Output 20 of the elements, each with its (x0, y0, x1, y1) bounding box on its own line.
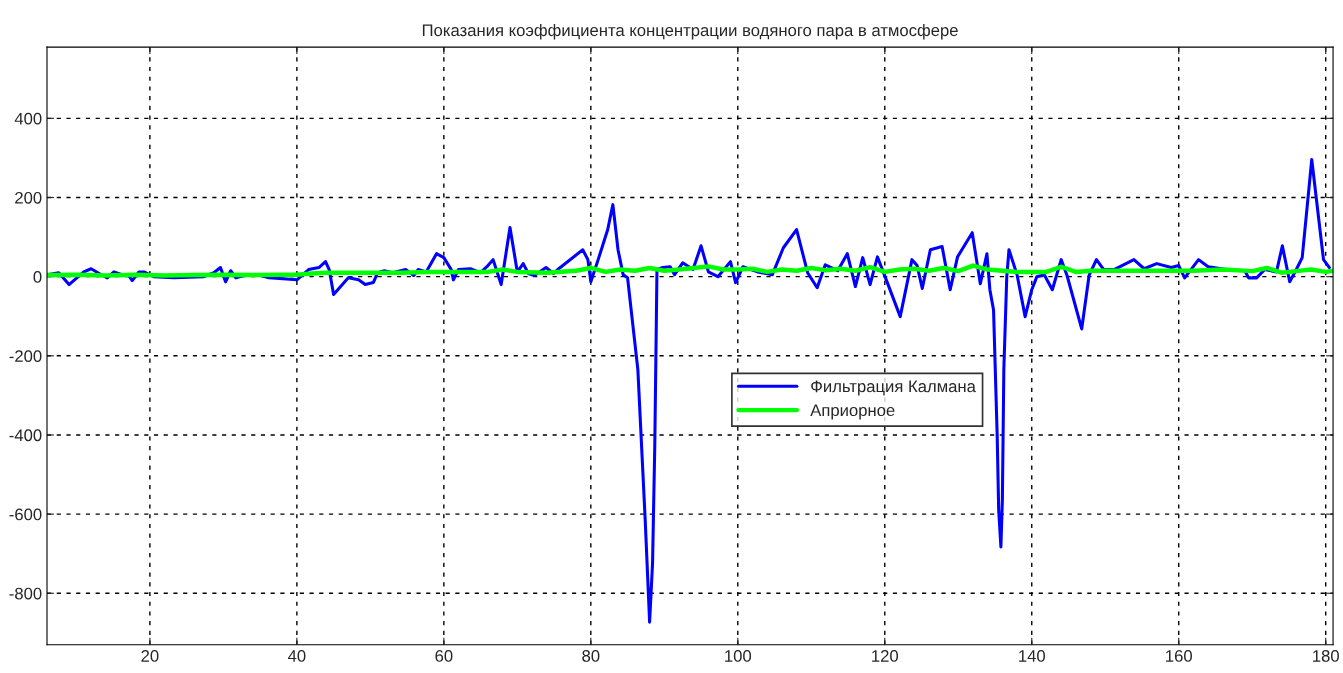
x-tick-label: 40 (287, 650, 306, 662)
y-tick-label: -800 (9, 587, 42, 600)
x-tick-label: 60 (435, 650, 453, 662)
y-tick-label: -600 (9, 508, 42, 521)
x-tick-label: 20 (141, 650, 159, 662)
x-tick-label: 160 (1166, 650, 1192, 662)
y-tick-label: 0 (33, 271, 42, 283)
y-tick-label: -400 (9, 429, 42, 442)
y-tick-label: 400 (14, 112, 42, 125)
y-tick-label: 200 (15, 191, 42, 204)
legend-label: Априорное (810, 404, 895, 420)
chart-title: Показания коэффициента концентрации водяного пара в атмосфере (422, 23, 958, 40)
x-tick-label: 140 (1019, 650, 1046, 662)
x-tick-label: 180 (1313, 650, 1339, 662)
line-series (47, 263, 1334, 278)
x-tick-label: 120 (872, 650, 899, 662)
x-tick-label: 80 (582, 650, 600, 662)
y-tick-label: -200 (9, 350, 42, 363)
legend-label: Фильтрация Калмана (811, 380, 976, 396)
x-tick-label: 100 (725, 650, 752, 662)
